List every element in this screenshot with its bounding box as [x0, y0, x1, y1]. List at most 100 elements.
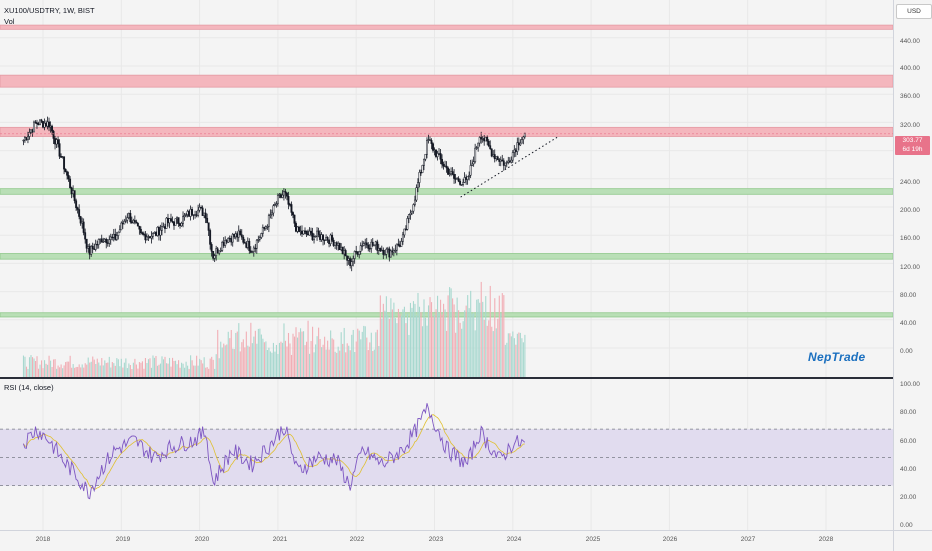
rsi-chart[interactable] — [0, 379, 893, 530]
candle — [100, 238, 103, 243]
candle — [364, 242, 367, 244]
candle — [368, 248, 371, 250]
volume-bar — [211, 356, 213, 377]
volume-bar — [524, 334, 526, 377]
price-tick: 320.00 — [900, 122, 920, 129]
volume-bar — [513, 338, 515, 377]
volume-bar — [123, 362, 125, 377]
price-scale[interactable]: 440.00 400.00 360.00 320.00 240.00 200.0… — [893, 0, 932, 530]
candle — [78, 209, 81, 217]
candle — [310, 230, 312, 234]
candle — [335, 242, 338, 246]
time-tick: 2023 — [428, 536, 444, 543]
volume-bar — [498, 295, 500, 377]
symbol-label[interactable]: XU100/USDTRY, 1W, BIST — [4, 6, 95, 15]
volume-bar — [60, 364, 62, 377]
volume-bar — [122, 367, 124, 377]
volume-bar — [96, 358, 98, 377]
volume-bar — [488, 320, 490, 377]
price-tick: 0.00 — [900, 348, 913, 355]
time-tick: 2022 — [349, 536, 365, 543]
candle — [263, 227, 266, 229]
candle — [249, 250, 252, 253]
time-axis[interactable]: 2018 2019 2020 2021 2022 2023 2024 2025 … — [0, 530, 893, 551]
volume-bar — [59, 367, 61, 377]
candle — [322, 234, 325, 241]
volume-bar — [95, 363, 97, 377]
volume-bar — [397, 308, 399, 377]
candle — [261, 227, 264, 234]
candle — [76, 207, 79, 210]
candle — [338, 242, 341, 251]
volume-bar — [324, 336, 326, 377]
candle — [123, 221, 126, 225]
candle — [222, 241, 225, 246]
volume-bar — [77, 366, 79, 377]
candle — [278, 194, 281, 196]
volume-bar — [33, 358, 35, 377]
volume-bar — [281, 342, 284, 377]
candle — [164, 226, 166, 229]
candle — [66, 171, 69, 176]
candle — [96, 243, 99, 246]
candle — [474, 147, 477, 162]
candle — [373, 244, 376, 246]
volume-bar — [262, 338, 264, 377]
volume-bar — [507, 333, 509, 377]
volume-bar — [63, 365, 65, 377]
currency-button[interactable]: USD — [896, 4, 932, 19]
volume-bar — [215, 354, 217, 377]
volume-bar — [400, 315, 402, 377]
candle — [192, 214, 195, 216]
volume-bar — [111, 362, 113, 377]
volume-bar — [271, 352, 273, 377]
volume-bar — [184, 367, 186, 377]
volume-bar — [349, 350, 351, 377]
volume-bar — [25, 366, 28, 377]
volume-bar — [437, 295, 439, 377]
volume-bar — [229, 338, 231, 377]
volume-bar — [343, 327, 345, 377]
candle — [418, 172, 421, 183]
volume-bar — [405, 323, 407, 377]
price-chart[interactable] — [0, 0, 893, 377]
candle — [329, 234, 332, 244]
candle — [51, 125, 53, 132]
volume-bar — [435, 309, 437, 377]
volume-bar — [203, 357, 205, 377]
candle — [99, 238, 102, 240]
candle — [365, 242, 368, 246]
volume-bar — [334, 351, 336, 377]
candle — [507, 160, 510, 163]
volume-bar — [299, 328, 302, 377]
volume-bar — [302, 331, 305, 377]
volume-bar — [158, 364, 160, 377]
candle — [475, 147, 478, 149]
candle — [139, 228, 142, 234]
pane-separator[interactable] — [0, 377, 932, 379]
volume-bar — [482, 301, 484, 377]
volume-label[interactable]: Vol — [4, 17, 15, 26]
volume-bar — [50, 360, 52, 377]
volume-bar — [87, 357, 89, 377]
candle — [93, 248, 96, 250]
candle — [39, 119, 41, 125]
candle — [371, 241, 374, 246]
volume-bar — [165, 363, 168, 377]
volume-bar — [48, 355, 50, 377]
candle — [264, 226, 267, 229]
candle — [239, 230, 242, 235]
volume-bar — [197, 365, 199, 377]
candle — [167, 217, 169, 224]
candle — [147, 236, 150, 238]
candle — [63, 156, 66, 170]
candle — [194, 214, 197, 216]
candle — [106, 242, 109, 244]
resistance-zone — [0, 126, 893, 137]
rsi-pane[interactable]: RSI (14, close) — [0, 379, 893, 530]
volume-bar — [440, 299, 442, 377]
rsi-legend[interactable]: RSI (14, close) — [4, 383, 54, 392]
price-pane[interactable]: XU100/USDTRY, 1W, BIST Vol NepTrade — [0, 0, 893, 377]
time-tick: 2025 — [585, 536, 601, 543]
volume-bar — [193, 365, 195, 377]
